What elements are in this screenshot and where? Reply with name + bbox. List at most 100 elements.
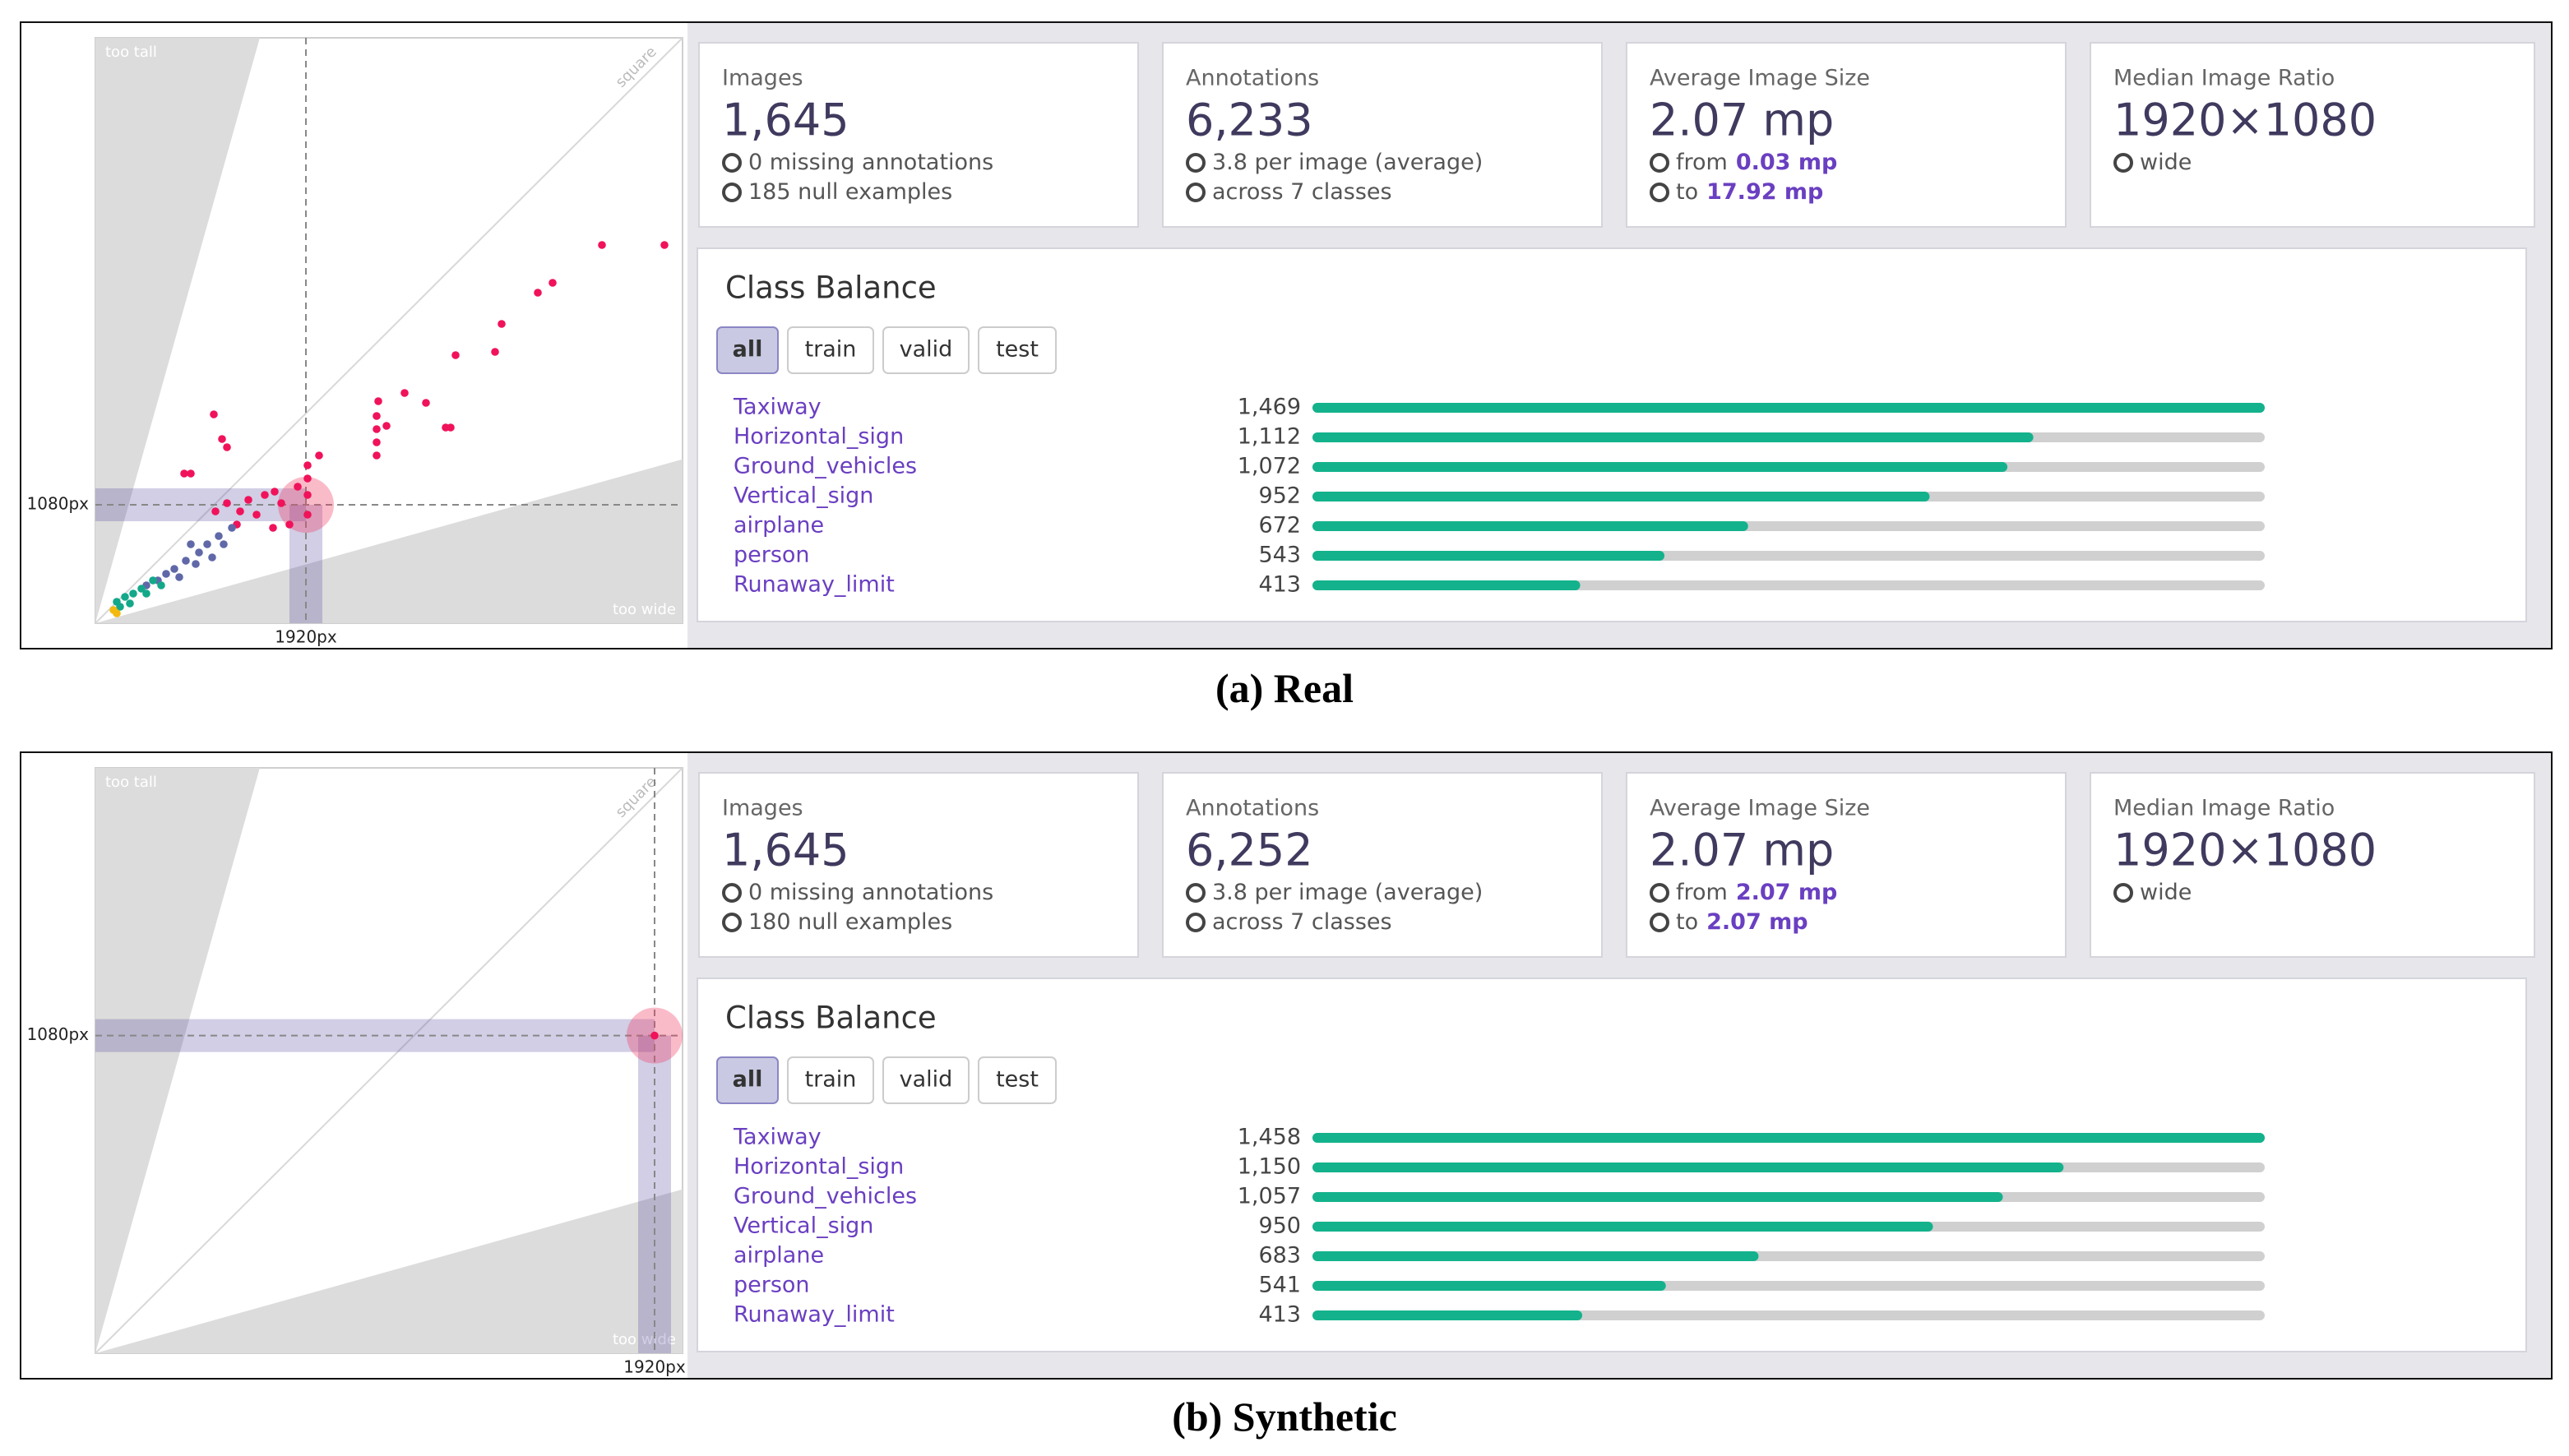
scatter-point <box>211 507 220 515</box>
icon <box>722 883 742 903</box>
class-count: 541 <box>1258 1273 1301 1298</box>
icon <box>2113 153 2133 173</box>
icon <box>722 153 742 173</box>
scatter-point <box>236 507 244 515</box>
too-wide-region <box>95 1189 683 1353</box>
bar <box>1312 492 1930 502</box>
card-value: 6,252 <box>1186 825 1313 876</box>
stat-card <box>1162 42 1603 228</box>
tab-label[interactable]: valid <box>900 337 953 363</box>
bar <box>1312 551 1665 561</box>
card-line-text: 185 null examples <box>748 179 952 205</box>
tab[interactable] <box>882 1056 970 1104</box>
card-title: Average Image Size <box>1650 796 1870 821</box>
card-title: Median Image Ratio <box>2113 796 2335 821</box>
class-name[interactable]: Taxiway <box>733 395 822 420</box>
scatter-point <box>137 585 146 593</box>
scatter-point <box>203 540 211 548</box>
card-line: wide <box>2140 880 2192 905</box>
marker-label: 1920px <box>275 627 337 647</box>
icon <box>722 183 742 202</box>
tab-label[interactable]: test <box>996 337 1039 363</box>
scatter-point <box>422 399 430 407</box>
tab-label[interactable]: test <box>996 1067 1039 1093</box>
scatter-point <box>116 603 124 611</box>
too-tall-region <box>95 768 260 1353</box>
scatter-point <box>271 488 279 496</box>
class-name[interactable]: person <box>734 543 810 568</box>
tab[interactable] <box>716 326 779 374</box>
class-count: 1,072 <box>1238 454 1301 479</box>
bar <box>1312 521 1748 531</box>
class-name[interactable]: Ground_vehicles <box>734 454 917 479</box>
square-line <box>95 37 683 624</box>
scatter-point <box>129 589 137 598</box>
class-name[interactable]: Vertical_sign <box>734 483 873 509</box>
scatter-point <box>195 548 203 557</box>
scatter-point <box>261 491 269 499</box>
scatter-point <box>218 435 226 443</box>
bar <box>1312 1162 2064 1172</box>
scatter-point <box>303 461 312 469</box>
marker-label: 1920px <box>623 1357 686 1377</box>
tab[interactable] <box>978 326 1057 374</box>
tab-label[interactable]: all <box>733 337 763 363</box>
scatter-point <box>157 581 165 589</box>
class-name[interactable]: airplane <box>734 1243 824 1269</box>
card-line-text: across 7 classes <box>1212 909 1392 935</box>
class-name[interactable]: Runaway_limit <box>734 1302 895 1328</box>
card-line: 185 null examples <box>748 179 952 205</box>
scatter-point <box>269 524 277 532</box>
tab-label[interactable]: train <box>805 337 857 363</box>
card-title: Annotations <box>1186 66 1319 91</box>
stat-card <box>698 772 1139 958</box>
card-line-text: across 7 classes <box>1212 179 1392 205</box>
scatter-point <box>121 593 129 601</box>
scatter-point <box>228 524 236 532</box>
marker-label: 1080px <box>27 1024 90 1044</box>
tab[interactable] <box>882 326 970 374</box>
card-title: Annotations <box>1186 796 1319 821</box>
tab-label[interactable]: train <box>805 1067 857 1093</box>
scatter-point <box>142 589 150 598</box>
icon <box>1650 153 1669 173</box>
card-value: 1,645 <box>722 95 849 146</box>
tab[interactable] <box>716 1056 779 1104</box>
scatter-point <box>149 576 157 585</box>
tab[interactable] <box>978 1056 1057 1104</box>
class-name[interactable]: Horizontal_sign <box>734 1154 904 1180</box>
class-name[interactable]: Vertical_sign <box>734 1213 873 1239</box>
tab[interactable] <box>787 1056 874 1104</box>
scatter-point <box>215 532 223 540</box>
scatter-point <box>303 491 312 499</box>
bar <box>1312 1222 1933 1232</box>
class-name[interactable]: Ground_vehicles <box>734 1184 917 1209</box>
class-name[interactable]: Taxiway <box>733 1125 822 1150</box>
class-count: 1,057 <box>1238 1184 1301 1209</box>
region-label: too tall <box>105 44 157 61</box>
scatter-point <box>303 474 312 483</box>
card-value: 1,645 <box>722 825 849 876</box>
scatter-point <box>294 483 302 491</box>
card-line-text: wide <box>2140 150 2192 175</box>
square-line <box>95 767 683 1354</box>
scatter-point <box>373 412 381 420</box>
class-name[interactable]: person <box>734 1273 810 1298</box>
tab-label[interactable]: valid <box>900 1067 953 1093</box>
tab-label[interactable]: all <box>733 1067 763 1093</box>
scatter-point <box>113 609 121 617</box>
card-line: 3.8 per image (average) <box>1212 150 1483 175</box>
card-line: 0 missing annotations <box>748 150 993 175</box>
class-name[interactable]: Runaway_limit <box>734 572 895 598</box>
card-line: to 17.92 mp <box>1676 179 1823 205</box>
class-name[interactable]: airplane <box>734 513 824 538</box>
scatter-point <box>223 443 231 451</box>
scatter-point <box>447 423 455 432</box>
card-line: across 7 classes <box>1212 179 1392 205</box>
card-line-text: 3.8 per image (average) <box>1212 880 1483 905</box>
tab[interactable] <box>787 326 874 374</box>
class-name[interactable]: Horizontal_sign <box>734 424 904 450</box>
